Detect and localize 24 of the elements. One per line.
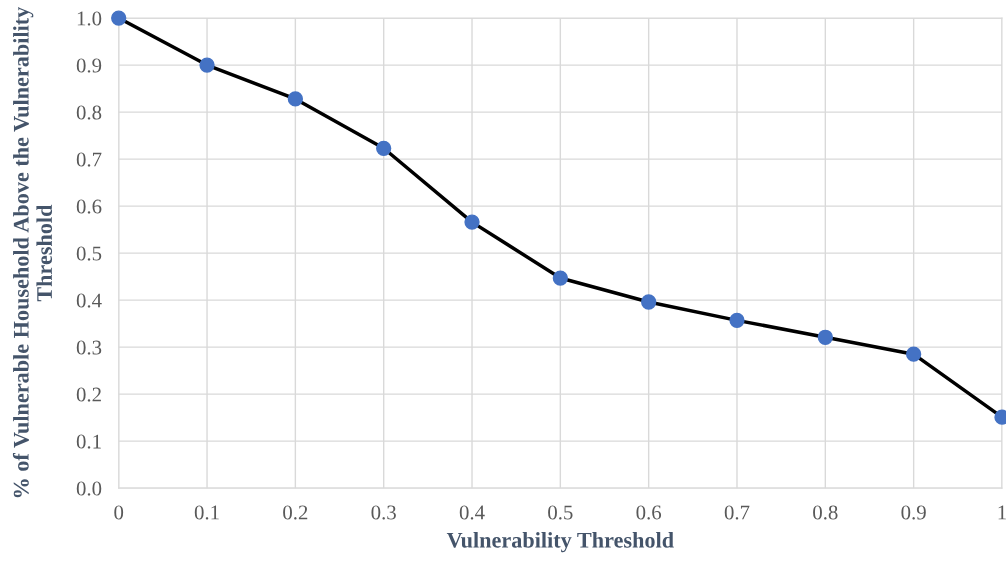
x-tick-label: 0.4	[459, 505, 485, 520]
x-tick-label: 1	[998, 505, 1006, 520]
x-tick-label: 0.1	[194, 505, 219, 520]
y-tick-label: 0.9	[76, 58, 102, 73]
y-tick-label: 0.3	[76, 340, 102, 355]
y-axis-title: % of Vulnerable Household Above the Vulnerability Threshold	[12, 6, 53, 498]
x-tick-label: 0.2	[283, 505, 308, 520]
y-tick-label: 0.8	[76, 105, 102, 120]
y-tick-label: 1.0	[77, 11, 102, 26]
x-tick-label: 0.8	[813, 505, 838, 520]
y-tick-label: 0.5	[76, 246, 102, 261]
x-axis-title: Vulnerability Threshold	[446, 532, 674, 553]
x-tick-label: 0.5	[548, 505, 573, 520]
x-tick-label: 0.3	[371, 505, 396, 520]
y-tick-label: 0.2	[76, 387, 101, 402]
x-tick-label: 0.9	[901, 505, 926, 520]
x-tick-label: 0.7	[724, 505, 750, 520]
x-tick-label: 0.6	[636, 505, 662, 520]
y-tick-label: 0.7	[76, 152, 102, 167]
x-tick-label: 0	[114, 505, 124, 520]
y-tick-label: 0.4	[76, 293, 102, 308]
y-tick-label: 0.0	[76, 481, 102, 496]
y-tick-label: 0.1	[76, 434, 101, 449]
y-tick-label: 0.6	[76, 199, 102, 214]
